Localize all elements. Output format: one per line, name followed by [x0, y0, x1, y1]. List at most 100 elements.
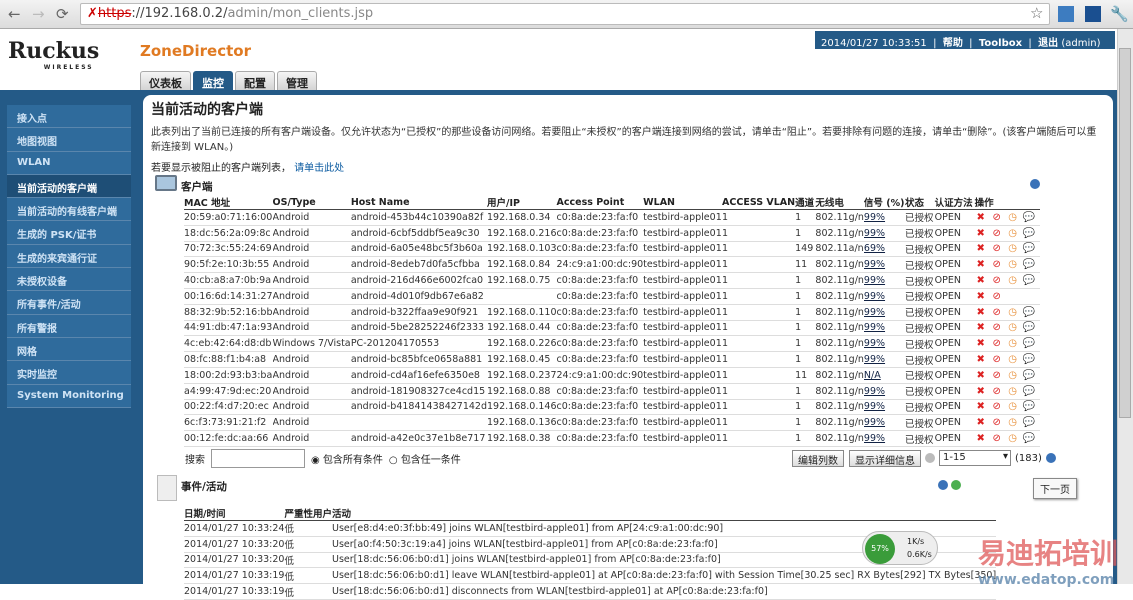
test-icon[interactable]: ◷	[1008, 354, 1017, 366]
chat-icon[interactable]: 💬	[1022, 306, 1036, 318]
chat-icon[interactable]: 💬	[1022, 401, 1036, 413]
column-header[interactable]: 认证方法	[934, 195, 975, 210]
chat-icon[interactable]: 💬	[1022, 369, 1036, 381]
radio-all[interactable]: ◉ 包含所有条件	[311, 455, 383, 466]
radio-any[interactable]: ○ 包含任一条件	[388, 455, 461, 466]
column-header[interactable]: 无线电	[815, 195, 864, 210]
column-header[interactable]: 用户	[312, 506, 332, 521]
block-icon[interactable]: ⊘	[992, 417, 1001, 429]
block-icon[interactable]: ⊘	[992, 227, 1001, 239]
delete-icon[interactable]: ✖	[976, 322, 985, 334]
test-icon[interactable]: ◷	[1008, 338, 1017, 350]
delete-icon[interactable]: ✖	[976, 227, 985, 239]
logout-link[interactable]: 退出	[1038, 38, 1059, 49]
block-icon[interactable]: ⊘	[992, 322, 1001, 334]
test-icon[interactable]: ◷	[1008, 417, 1017, 429]
reload-icon[interactable]: ⟳	[56, 5, 69, 23]
sidebar-item[interactable]: 地图视图	[7, 128, 131, 152]
column-header[interactable]: 活动	[331, 506, 997, 521]
sidebar-item[interactable]: 未授权设备	[7, 268, 131, 292]
delete-icon[interactable]: ✖	[976, 369, 985, 381]
chat-icon[interactable]: 💬	[1022, 338, 1036, 350]
signal-link[interactable]: 99%	[863, 414, 905, 432]
delete-icon[interactable]: ✖	[976, 290, 985, 302]
delete-icon[interactable]: ✖	[976, 433, 985, 445]
extension-icon[interactable]	[1058, 6, 1074, 22]
column-header[interactable]: 日期/时间	[184, 506, 285, 521]
signal-link[interactable]: 99%	[863, 320, 905, 337]
signal-link[interactable]: 99%	[863, 209, 905, 226]
sidebar-item[interactable]: WLAN	[7, 151, 131, 175]
delete-icon[interactable]: ✖	[976, 417, 985, 429]
test-icon[interactable]: ◷	[1008, 369, 1017, 381]
signal-link[interactable]: 99%	[863, 399, 905, 416]
chat-icon[interactable]: 💬	[1022, 322, 1036, 334]
block-icon[interactable]: ⊘	[992, 338, 1001, 350]
chat-icon[interactable]: 💬	[1022, 433, 1036, 445]
chat-icon[interactable]: 💬	[1022, 211, 1036, 223]
sidebar-item[interactable]: 接入点	[7, 105, 131, 129]
scrollbar-thumb[interactable]	[1119, 48, 1131, 418]
delete-icon[interactable]: ✖	[976, 211, 985, 223]
block-icon[interactable]: ⊘	[992, 243, 1001, 255]
block-icon[interactable]: ⊘	[992, 259, 1001, 271]
signal-link[interactable]: 99%	[863, 225, 905, 242]
block-icon[interactable]: ⊘	[992, 275, 1001, 287]
delete-icon[interactable]: ✖	[976, 259, 985, 271]
sidebar-item[interactable]: 当前活动的客户端	[7, 174, 131, 199]
test-icon[interactable]: ◷	[1008, 259, 1017, 271]
test-icon[interactable]: ◷	[1008, 322, 1017, 334]
column-header[interactable]: ACCESS VLAN	[722, 195, 796, 210]
column-header[interactable]: 状态	[904, 195, 935, 210]
test-icon[interactable]: ◷	[1008, 433, 1017, 445]
sidebar-item[interactable]: 生成的 PSK/证书	[7, 221, 131, 245]
refresh-icon[interactable]	[1030, 179, 1040, 189]
edit-columns-button[interactable]: 编辑列数	[792, 450, 844, 467]
column-header[interactable]: Host Name	[350, 195, 487, 210]
forward-icon[interactable]: →	[32, 5, 45, 23]
block-icon[interactable]: ⊘	[992, 401, 1001, 413]
address-bar[interactable]: ✗https://192.168.0.2/admin/mon_clients.j…	[80, 3, 1050, 25]
block-icon[interactable]: ⊘	[992, 385, 1001, 397]
column-header[interactable]: Access Point	[556, 195, 644, 210]
sidebar-item[interactable]: 实时监控	[7, 361, 131, 385]
delete-icon[interactable]: ✖	[976, 401, 985, 413]
test-icon[interactable]: ◷	[1008, 275, 1017, 287]
chat-icon[interactable]: 💬	[1022, 243, 1036, 255]
delete-icon[interactable]: ✖	[976, 275, 985, 287]
block-icon[interactable]: ⊘	[992, 369, 1001, 381]
block-icon[interactable]: ⊘	[992, 290, 1001, 302]
extension-icon[interactable]	[1085, 6, 1101, 22]
show-details-button[interactable]: 显示详细信息	[849, 450, 921, 467]
signal-link[interactable]: 99%	[863, 383, 905, 400]
column-header[interactable]: 用户/IP	[487, 195, 557, 210]
signal-link[interactable]: 99%	[863, 256, 905, 274]
toolbox-link[interactable]: Toolbox	[978, 38, 1023, 49]
signal-link[interactable]: N/A	[863, 367, 905, 384]
delete-icon[interactable]: ✖	[976, 338, 985, 350]
column-header[interactable]: WLAN	[643, 195, 723, 210]
delete-icon[interactable]: ✖	[976, 385, 985, 397]
column-header[interactable]: OS/Type	[272, 195, 351, 210]
sidebar-item[interactable]: 所有警报	[7, 314, 131, 338]
signal-link[interactable]: 99%	[863, 288, 905, 305]
signal-link[interactable]: 99%	[863, 272, 905, 289]
back-icon[interactable]: ←	[8, 5, 21, 23]
column-header[interactable]: 严重性	[284, 506, 313, 521]
block-icon[interactable]: ⊘	[992, 433, 1001, 445]
wrench-icon[interactable]: 🔧	[1110, 5, 1129, 23]
chat-icon[interactable]: 💬	[1022, 385, 1036, 397]
page-select[interactable]: 1-15	[939, 450, 1011, 466]
signal-link[interactable]: 99%	[863, 430, 905, 447]
refresh-icon[interactable]	[938, 480, 948, 490]
column-header[interactable]: 操作	[974, 195, 1040, 210]
blocked-clients-link[interactable]: 请单击此处	[294, 163, 345, 174]
test-icon[interactable]: ◷	[1008, 385, 1017, 397]
chat-icon[interactable]: 💬	[1022, 354, 1036, 366]
sidebar-item[interactable]: 网格	[7, 337, 131, 362]
star-icon[interactable]: ☆	[1030, 4, 1044, 22]
prev-page-icon[interactable]	[925, 453, 935, 463]
delete-icon[interactable]: ✖	[976, 243, 985, 255]
expand-icon[interactable]	[951, 480, 961, 490]
block-icon[interactable]: ⊘	[992, 354, 1001, 366]
